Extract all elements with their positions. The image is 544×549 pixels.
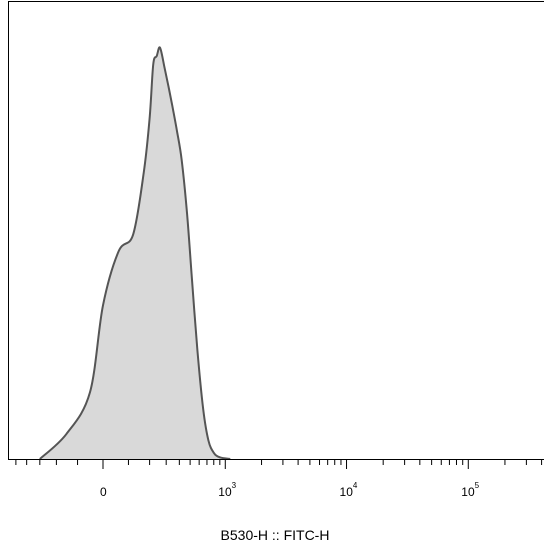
x-tick-label-2: 104 bbox=[340, 481, 358, 499]
x-tick-label-1: 103 bbox=[218, 481, 236, 499]
x-axis-ticks bbox=[15, 460, 543, 469]
plot-frame bbox=[8, 1, 544, 460]
x-axis-title: B530-H :: FITC-H bbox=[221, 527, 330, 543]
histogram-area bbox=[39, 47, 231, 459]
histogram-series bbox=[39, 46, 231, 460]
x-tick-label-3: 105 bbox=[461, 481, 479, 499]
x-tick-label-0: 0 bbox=[100, 485, 107, 499]
x-axis-tick-labels: 0 103 104 105 bbox=[100, 481, 480, 499]
histogram-outline bbox=[39, 46, 231, 460]
